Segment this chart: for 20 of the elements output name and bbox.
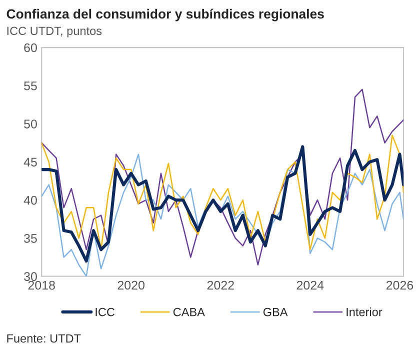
legend-label: ICC	[96, 308, 115, 316]
legend-label: GBA	[263, 308, 288, 316]
y-tick-label: 50	[24, 120, 37, 128]
chart-title: Confianza del consumidor y subíndices regionales	[6, 8, 324, 22]
legend-label: Interior	[346, 308, 382, 316]
legend-label: CABA	[173, 308, 205, 316]
x-tick-label: 2026	[386, 280, 414, 290]
x-tick-label: 2022	[207, 280, 234, 290]
y-tick-label: 40	[24, 196, 37, 205]
y-tick-label: 60	[24, 43, 37, 52]
line-series	[42, 134, 404, 250]
y-tick-label: 35	[24, 234, 37, 243]
x-tick-label: 2018	[28, 280, 55, 290]
x-tick-label: 2020	[118, 280, 144, 290]
source-note: Fuente: UTDT	[7, 334, 81, 343]
y-tick-label: 55	[24, 82, 37, 90]
x-tick-label: 2024	[296, 280, 324, 290]
chart-subtitle: ICC UTDT, puntos	[7, 26, 102, 38]
y-tick-label: 30	[24, 272, 37, 281]
y-tick-label: 45	[24, 158, 37, 167]
